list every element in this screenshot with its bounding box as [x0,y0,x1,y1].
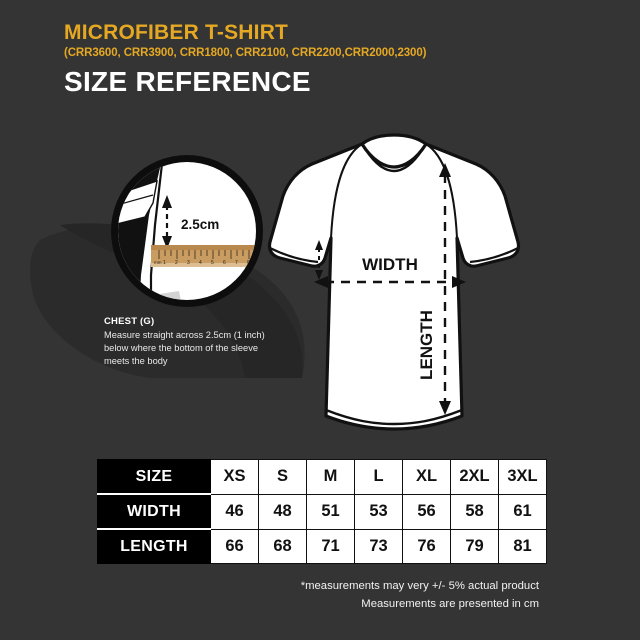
dimension-arrow-vertical [162,195,172,249]
sleeve-drop-arrow [315,240,323,280]
magnifier-detail: mm 123 456 78 2.5cm [111,155,263,307]
table-cell-width-xl: 56 [402,493,451,530]
svg-text:3: 3 [187,260,190,266]
table-cell-length-3xl: 81 [498,528,547,564]
table-cell-length-2xl: 79 [450,528,499,564]
table-cell-length-m: 71 [306,528,355,564]
table-cell-width-m: 51 [306,493,355,530]
svg-text:2: 2 [175,260,178,266]
table-cell-size-l: L [354,459,403,495]
magnifier-dimension-label: 2.5cm [181,217,219,232]
width-dimension-arrow [314,276,466,288]
length-dimension-arrow [439,163,451,415]
width-label: WIDTH [362,255,418,274]
table-cell-width-3xl: 61 [498,493,547,530]
page-title: MICROFIBER T-SHIRT [64,21,289,44]
table-cell-length-xl: 76 [402,528,451,564]
table-cell-width-s: 48 [258,493,307,530]
table-row-size: SIZE XS S M L XL 2XL 3XL [97,459,547,495]
table-cell-size-s: S [258,459,307,495]
svg-text:5: 5 [211,260,214,266]
footnote-line-2: Measurements are presented in cm [361,597,539,610]
size-table-container: SIZE XS S M L XL 2XL 3XL WIDTH 46 48 51 … [97,459,547,564]
illustration-area: mm 123 456 78 2.5cm [0,130,640,450]
svg-text:6: 6 [223,260,226,266]
table-cell-size-m: M [306,459,355,495]
table-cell-size-xs: XS [210,459,259,495]
ruler: mm 123 456 78 [151,245,256,267]
table-header-size: SIZE [97,459,211,495]
table-cell-length-s: 68 [258,528,307,564]
chest-note-line-3: meets the body [104,356,168,367]
table-cell-width-xs: 46 [210,493,259,530]
table-row-length: LENGTH 66 68 71 73 76 79 81 [97,528,547,564]
size-table: SIZE XS S M L XL 2XL 3XL WIDTH 46 48 51 … [97,459,547,564]
table-header-width: WIDTH [97,493,211,530]
header: MICROFIBER T-SHIRT (CRR3600, CRR3900, CR… [64,21,584,98]
table-cell-size-3xl: 3XL [498,459,547,495]
table-cell-size-2xl: 2XL [450,459,499,495]
table-cell-width-l: 53 [354,493,403,530]
ruler-unit-label: mm [154,260,162,265]
table-cell-length-l: 73 [354,528,403,564]
chest-note-line-1: Measure straight across 2.5cm (1 inch) [104,330,265,340]
tshirt-illustration: WIDTH LENGTH [267,133,521,431]
svg-text:7: 7 [235,260,238,266]
table-cell-width-2xl: 58 [450,493,499,530]
chest-note-title: CHEST (G) [104,316,155,327]
page-subtitle: SIZE REFERENCE [64,66,311,98]
chest-note-line-2: below where the bottom of the sleeve [104,343,259,354]
product-codes: (CRR3600, CRR3900, CRR1800, CRR2100, CRR… [64,47,427,60]
table-row-width: WIDTH 46 48 51 53 56 58 61 [97,493,547,530]
table-cell-length-xs: 66 [210,528,259,564]
chest-note: CHEST (G) Measure straight across 2.5cm … [104,316,319,369]
footnote-line-1: *measurements may very +/- 5% actual pro… [300,580,539,592]
length-label: LENGTH [417,310,436,380]
svg-text:1: 1 [163,260,166,266]
footnote: *measurements may very +/- 5% actual pro… [301,578,539,613]
table-header-length: LENGTH [97,528,211,564]
table-cell-size-xl: XL [402,459,451,495]
svg-text:4: 4 [199,260,202,266]
